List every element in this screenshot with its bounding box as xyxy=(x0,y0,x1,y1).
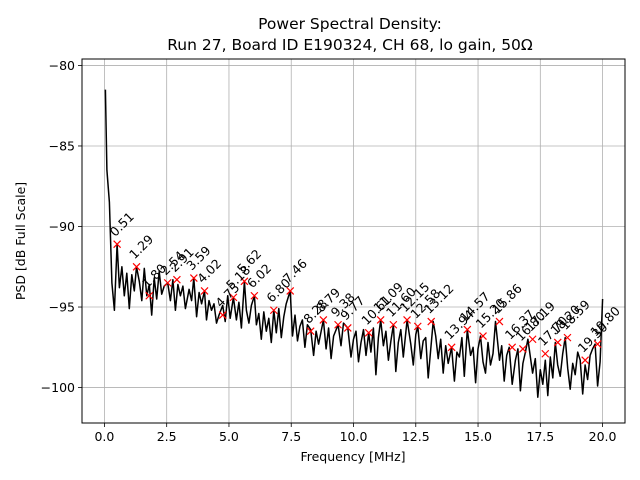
peak-marker xyxy=(172,275,181,284)
peak-label: 1.29 xyxy=(126,232,156,262)
peak-marker xyxy=(463,325,472,334)
peak-marker xyxy=(163,278,172,287)
peak-marker xyxy=(218,311,227,320)
x-tick-label: 5.0 xyxy=(219,429,239,444)
peak-marker xyxy=(518,344,527,353)
peak-marker xyxy=(306,327,315,336)
x-tick-label: 17.5 xyxy=(526,429,554,444)
peak-marker xyxy=(553,338,562,347)
peak-marker xyxy=(413,322,422,331)
y-tick-label: −80 xyxy=(49,58,75,73)
peak-label: 0.51 xyxy=(107,209,137,239)
grid-lines xyxy=(82,59,625,423)
peak-marker xyxy=(343,324,352,332)
x-tick-label: 2.5 xyxy=(157,429,177,444)
peak-marker xyxy=(495,317,504,326)
peak-marker xyxy=(113,240,122,249)
peak-marker xyxy=(563,333,572,342)
peak-labels: 0.511.291.802.542.913.594.024.755.185.62… xyxy=(107,209,623,355)
peak-markers xyxy=(113,240,602,365)
peak-marker xyxy=(200,287,209,295)
x-axis-label: Frequency [MHz] xyxy=(300,449,405,464)
peak-marker xyxy=(389,320,398,329)
x-tick-label: 20.0 xyxy=(589,429,617,444)
psd-series xyxy=(104,89,604,398)
peak-marker xyxy=(189,274,198,282)
x-tick-label: 15.0 xyxy=(464,429,492,444)
x-tick-label: 7.5 xyxy=(281,429,301,444)
peak-marker xyxy=(240,277,249,286)
y-tick-label: −85 xyxy=(49,138,75,153)
peak-marker xyxy=(581,356,590,365)
peak-marker xyxy=(319,315,328,324)
peak-marker xyxy=(269,306,278,315)
peak-marker xyxy=(403,315,411,324)
peak-marker xyxy=(593,340,602,349)
peak-marker xyxy=(427,317,436,326)
x-tick-label: 0.0 xyxy=(94,429,114,444)
peak-marker xyxy=(286,287,295,295)
peak-marker xyxy=(250,291,259,300)
peak-marker xyxy=(541,349,550,358)
chart-subtitle: Run 27, Board ID E190324, CH 68, lo gain… xyxy=(167,36,533,54)
y-tick-label: −100 xyxy=(41,380,75,395)
y-tick-label: −90 xyxy=(49,219,75,234)
peak-marker xyxy=(479,332,487,340)
x-axis-ticks: 0.0 2.5 5.0 7.5 10.0 12.5 15.0 17.5 20.0 xyxy=(94,423,617,444)
peak-marker xyxy=(508,343,517,352)
peak-marker xyxy=(229,293,238,302)
psd-line xyxy=(104,89,604,398)
y-tick-label: −95 xyxy=(49,300,75,315)
x-tick-label: 10.0 xyxy=(340,429,368,444)
peak-marker xyxy=(376,315,385,324)
y-axis-ticks: −100 −95 −90 −85 −80 xyxy=(41,58,82,395)
chart-title: Power Spectral Density: xyxy=(258,15,442,33)
peak-marker xyxy=(528,335,537,344)
peak-marker xyxy=(334,320,342,329)
peak-marker xyxy=(364,328,373,337)
y-axis-label: PSD [dB Full Scale] xyxy=(13,182,28,300)
peak-marker xyxy=(447,343,456,352)
peak-marker xyxy=(145,291,154,300)
x-tick-label: 12.5 xyxy=(402,429,430,444)
peak-marker xyxy=(132,262,141,271)
